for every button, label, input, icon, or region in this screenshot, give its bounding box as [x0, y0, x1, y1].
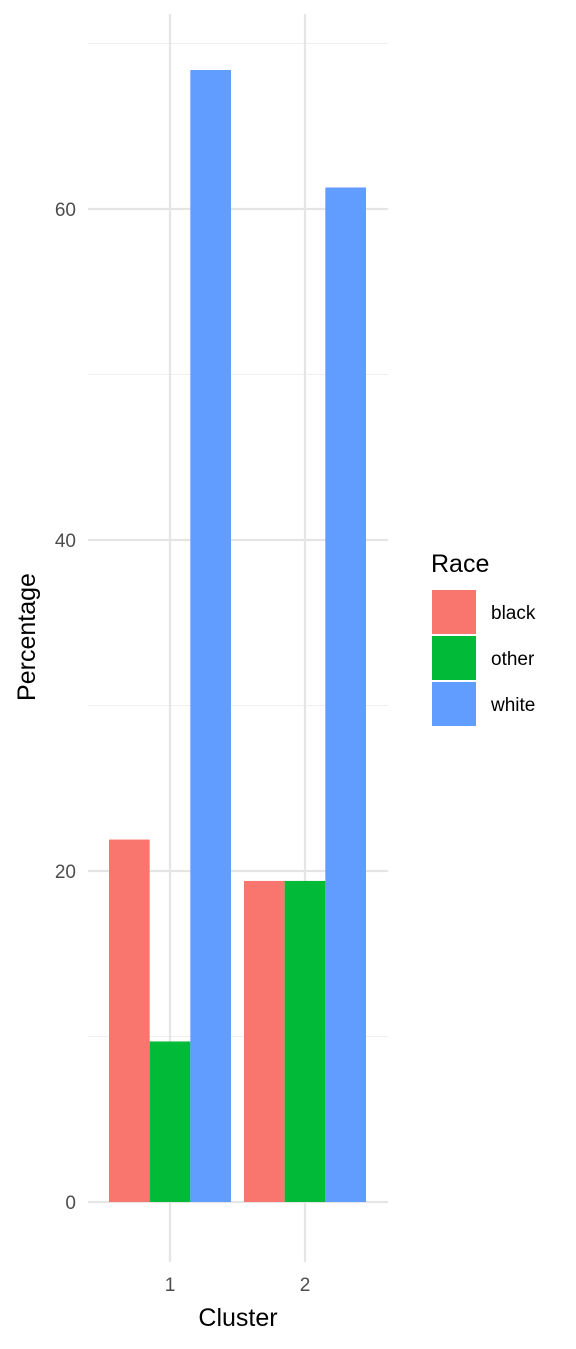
legend-title: Race: [431, 550, 489, 578]
x-tick-label: 2: [300, 1275, 311, 1296]
legend-label: white: [490, 695, 535, 716]
bar-other-cluster-2: [284, 880, 326, 1202]
y-tick-label: 0: [65, 1193, 76, 1214]
legend-key-black: [432, 590, 476, 634]
legend-items: black other white: [432, 590, 536, 726]
legend-label: other: [491, 649, 535, 670]
legend-label: black: [491, 603, 536, 624]
x-axis-title: Cluster: [198, 1304, 277, 1332]
y-tick-label: 20: [55, 862, 76, 883]
bar-black-cluster-1: [109, 839, 150, 1202]
bar-other-cluster-1: [149, 1041, 191, 1202]
bar-white-cluster-2: [325, 187, 366, 1203]
legend: Race black other white: [431, 550, 536, 726]
bar-white-cluster-1: [190, 69, 231, 1203]
legend-key-white: [432, 682, 476, 726]
x-tick-label: 1: [165, 1275, 176, 1296]
y-tick-label: 40: [55, 531, 76, 552]
y-axis-ticks: 0 20 40 60: [55, 200, 76, 1214]
y-axis-title: Percentage: [13, 573, 41, 701]
bar-black-cluster-2: [244, 880, 285, 1202]
y-tick-label: 60: [55, 200, 76, 221]
legend-key-other: [432, 636, 476, 680]
bars: [109, 69, 366, 1203]
